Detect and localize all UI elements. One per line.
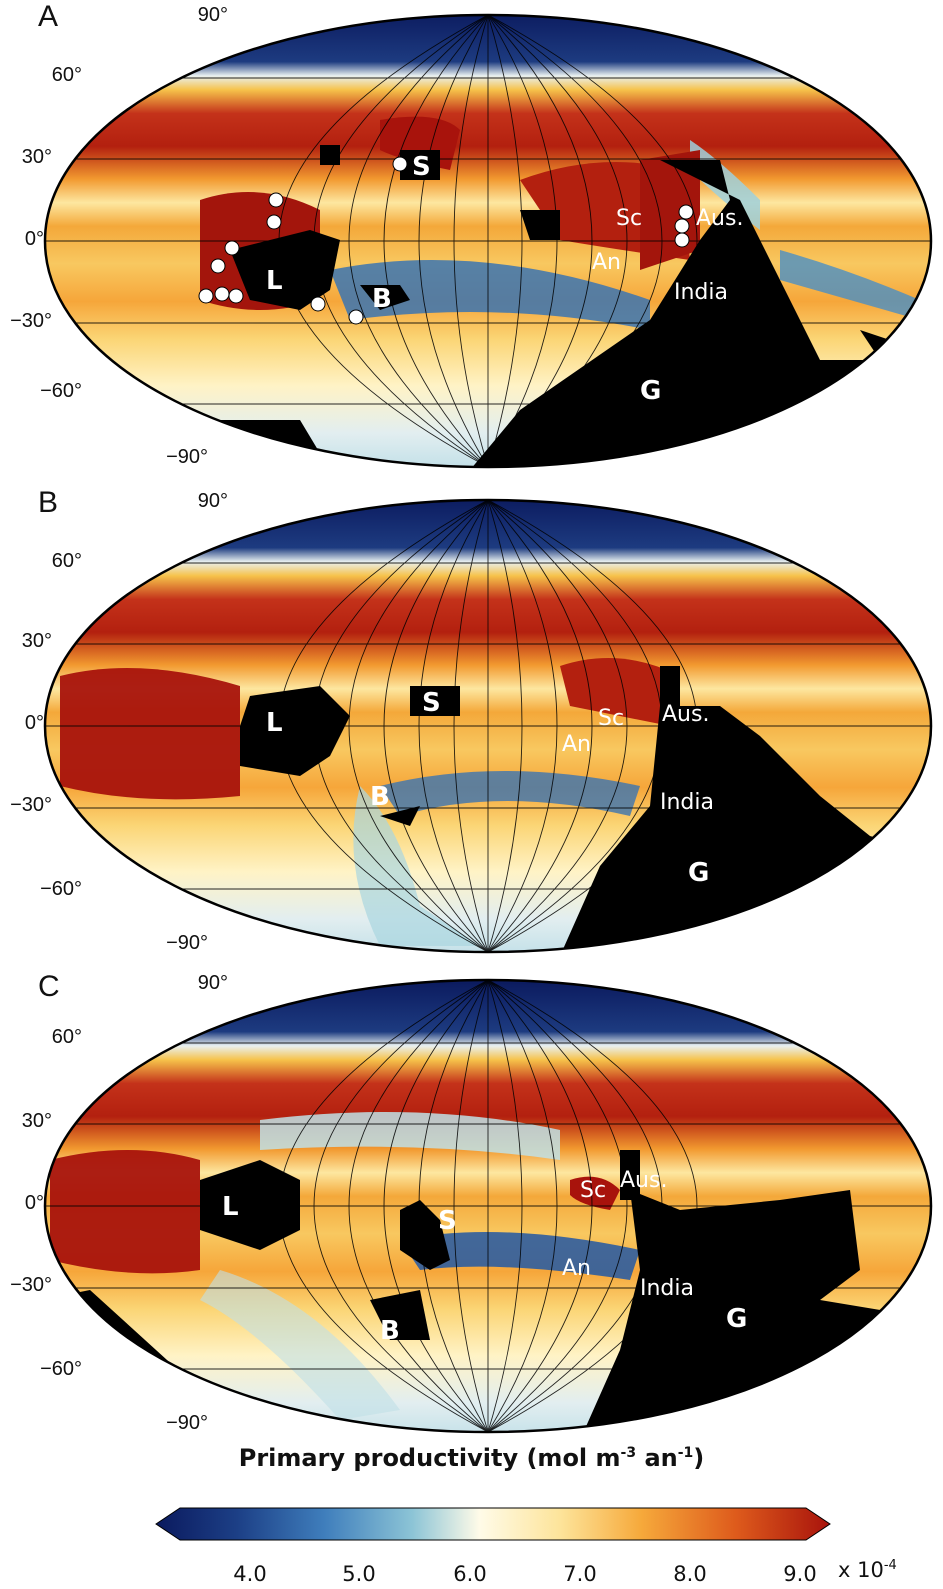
panel-letter-a: A [38, 0, 59, 33]
colorbar-unit-exp: -4 [883, 1558, 897, 1573]
label-g-b: G [688, 858, 710, 888]
label-an-a: An [592, 250, 621, 275]
panel-a: A 90° 60° 30° 0° −30° −60° −90° L S B G … [0, 0, 943, 470]
colorbar-tick-4: 4.0 [233, 1562, 267, 1586]
label-s-b: S [422, 688, 441, 718]
label-sc-a: Sc [616, 206, 643, 231]
lat-m30-b: −30° [10, 794, 52, 816]
colorbar-tick-5: 5.0 [342, 1562, 376, 1586]
label-b-b: B [370, 782, 390, 812]
lat-0-b: 0° [24, 712, 44, 734]
colorbar-title-exp2: -1 [677, 1445, 694, 1461]
label-l-c: L [222, 1192, 239, 1222]
lat-90-b: 90° [197, 490, 228, 512]
map-a [43, 13, 933, 469]
panel-b: B 90° 60° 30° 0° −30° −60° −90° L S B G … [0, 486, 943, 956]
label-b-a: B [372, 284, 392, 314]
label-sc-b: Sc [598, 706, 625, 731]
lat-90-c: 90° [197, 972, 228, 994]
label-an-c: An [562, 1256, 591, 1281]
label-s-a: S [412, 152, 431, 182]
colorbar-tick-6: 6.0 [453, 1562, 487, 1586]
colorbar-unit-prefix: x 10 [838, 1558, 884, 1582]
label-b-c: B [380, 1316, 400, 1346]
map-c [43, 978, 933, 1434]
label-india-a: India [674, 280, 728, 305]
lat-30-b: 30° [21, 630, 52, 652]
colorbar-unit: x 10-4 [838, 1558, 897, 1582]
colorbar-title-exp1: -3 [620, 1445, 637, 1461]
panel-letter-b: B [38, 486, 59, 519]
lat-60-b: 60° [51, 550, 82, 572]
label-g-c: G [726, 1304, 748, 1334]
label-sc-c: Sc [580, 1178, 607, 1203]
colorbar-tick-8: 8.0 [673, 1562, 707, 1586]
panel-c: C 90° 60° 30° 0° −30° −60° −90° L S B G … [0, 970, 943, 1440]
label-aus-a: Aus. [696, 206, 744, 231]
colorbar-title-mid: an [636, 1444, 678, 1472]
lat-60-c: 60° [51, 1026, 82, 1048]
colorbar-title-main: Primary productivity (mol m [238, 1444, 621, 1472]
lat-m60-a: −60° [40, 380, 82, 402]
colorbar-title-end: ) [693, 1444, 705, 1472]
lat-m60-b: −60° [40, 878, 82, 900]
lat-m30-c: −30° [10, 1274, 52, 1296]
site-markers-a [198, 156, 694, 325]
label-l-b: L [266, 708, 283, 738]
label-an-b: An [562, 732, 591, 757]
lat-m60-c: −60° [40, 1358, 82, 1380]
lat-30-c: 30° [21, 1110, 52, 1132]
label-india-c: India [640, 1276, 694, 1301]
colorbar [155, 1507, 831, 1541]
lat-m90-a: −90° [166, 446, 208, 468]
label-g-a: G [640, 376, 662, 406]
lat-30-a: 30° [21, 146, 52, 168]
label-india-b: India [660, 790, 714, 815]
label-l-a: L [266, 266, 283, 296]
colorbar-tick-9: 9.0 [783, 1562, 817, 1586]
lat-60-a: 60° [51, 64, 82, 86]
label-aus-c: Aus. [620, 1168, 668, 1193]
lat-0-a: 0° [24, 228, 44, 250]
colorbar-title: Primary productivity (mol m-3 an-1) [0, 1444, 943, 1472]
lat-m90-b: −90° [166, 932, 208, 954]
lat-0-c: 0° [24, 1192, 44, 1214]
lat-m30-a: −30° [10, 310, 52, 332]
colorbar-tick-7: 7.0 [563, 1562, 597, 1586]
lat-90-a: 90° [197, 4, 228, 26]
label-s-c: S [438, 1206, 457, 1236]
label-aus-b: Aus. [662, 702, 710, 727]
panel-letter-c: C [38, 970, 60, 1003]
lat-m90-c: −90° [166, 1412, 208, 1434]
map-b [43, 498, 933, 954]
